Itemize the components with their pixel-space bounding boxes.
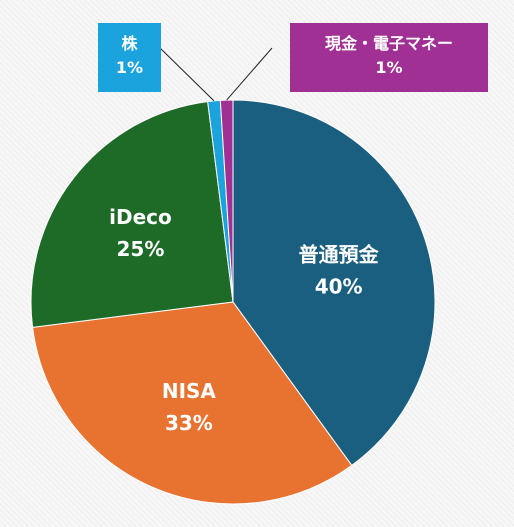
slice-cash (219, 99, 234, 303)
slice-futsu-yokin-label: 普通預金 (299, 243, 380, 267)
callout-cash-label: 現金・電子マネー (324, 34, 453, 53)
slice-ideco (30, 101, 234, 328)
slice-ideco-label: iDeco (109, 205, 172, 229)
leader-line-kabu (159, 47, 215, 102)
slice-nisa-label: NISA (162, 379, 217, 403)
leader-line-cash (226, 47, 273, 101)
callout-kabu-percent: 1% (115, 58, 144, 77)
callout-kabu-label: 株 (121, 34, 138, 53)
callout-cash-percent: 1% (375, 58, 403, 77)
callout-cash: 現金・電子マネー 1% (290, 23, 488, 92)
slice-futsu-yokin-percent: 40% (315, 275, 363, 299)
slice-nisa-percent: 33% (165, 411, 213, 435)
callout-kabu: 株 1% (98, 23, 161, 92)
slice-ideco-percent: 25% (116, 237, 164, 261)
slice-nisa (32, 301, 353, 505)
slice-futsu-yokin (232, 99, 436, 467)
